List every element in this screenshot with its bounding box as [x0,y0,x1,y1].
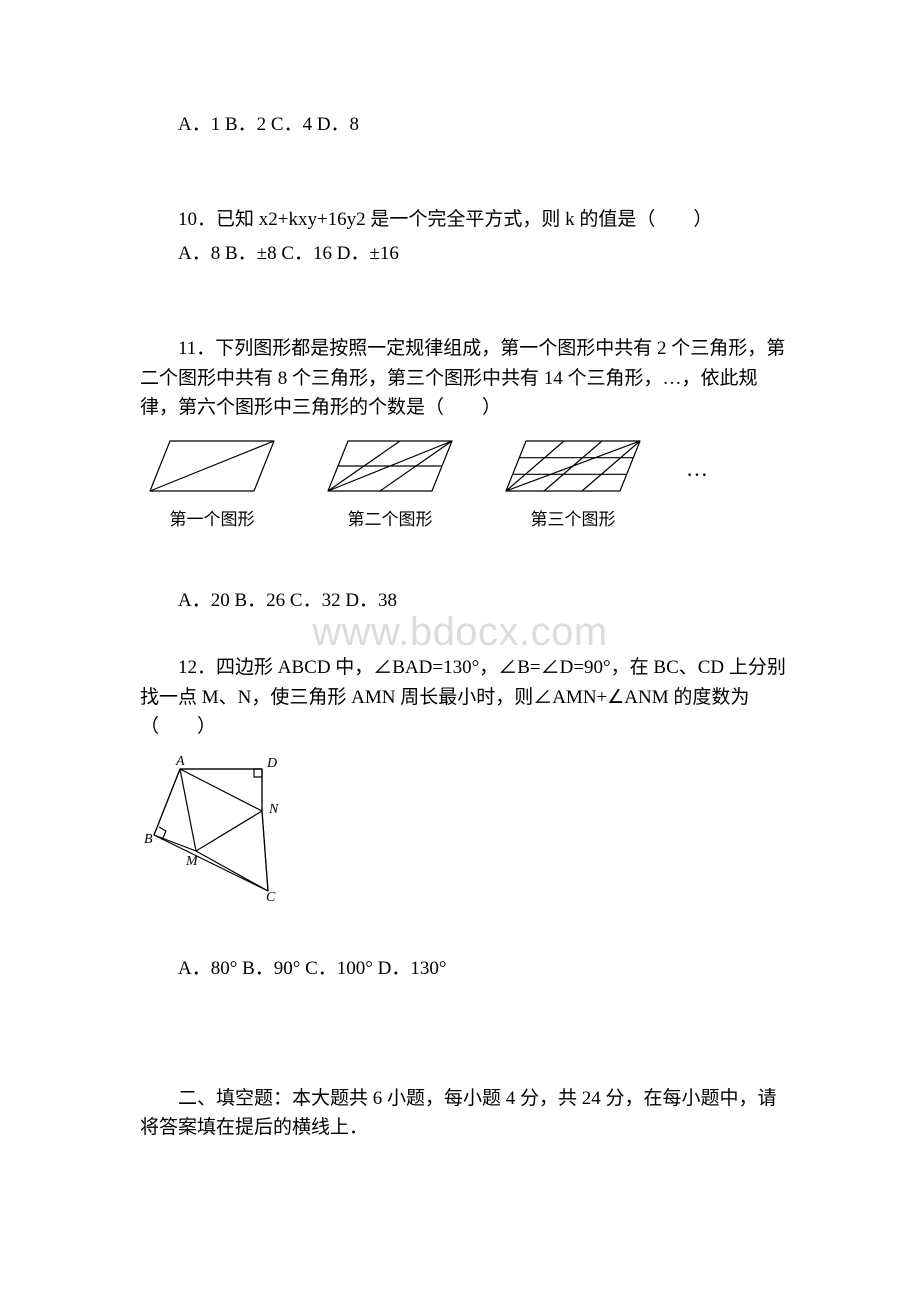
q11-fig-1: 第一个图形 [142,433,282,530]
q11-options: A．20 B．26 C．32 D．38 [140,586,790,615]
parallelogram-3-icon [498,433,648,503]
quadrilateral-diagram-icon: A D N B M C [142,751,312,901]
q11-figures: 第一个图形 第二个图形 第三个图形 [142,433,790,530]
q11-stem: 11．下列图形都是按照一定规律组成，第一个图形中共有 2 个三角形，第二个图形中… [140,334,790,422]
q12-options: A．80° B．90° C．100° D．130° [140,954,790,983]
label-D: D [266,756,277,771]
label-A: A [175,754,185,769]
q11-fig-2: 第二个图形 [320,433,460,530]
parallelogram-2-icon [320,433,460,503]
q12-stem: 12．四边形 ABCD 中，∠BAD=130°，∠B=∠D=90°，在 BC、C… [140,653,790,741]
q10-stem: 10．已知 x2+kxy+16y2 是一个完全平方式，则 k 的值是（ ） [140,205,790,234]
watermark-text: www.bdocx.com [0,610,920,655]
q11-fig-1-caption: 第一个图形 [170,505,255,530]
q10-options: A．8 B．±8 C．16 D．±16 [140,239,790,268]
parallelogram-1-icon [142,433,282,503]
q11-ellipsis: … [686,456,710,506]
q11-fig-3-caption: 第三个图形 [531,505,616,530]
label-M: M [185,854,199,869]
label-N: N [268,802,279,817]
q11-fig-2-caption: 第二个图形 [348,505,433,530]
q11-fig-3: 第三个图形 [498,433,648,530]
label-C: C [266,890,276,901]
label-B: B [144,832,153,847]
q9-options: A．1 B．2 C．4 D．8 [140,110,790,139]
q12-figure: A D N B M C [142,751,790,906]
section2-header: 二、填空题：本大题共 6 小题，每小题 4 分，共 24 分，在每小题中，请将答… [140,1084,790,1143]
